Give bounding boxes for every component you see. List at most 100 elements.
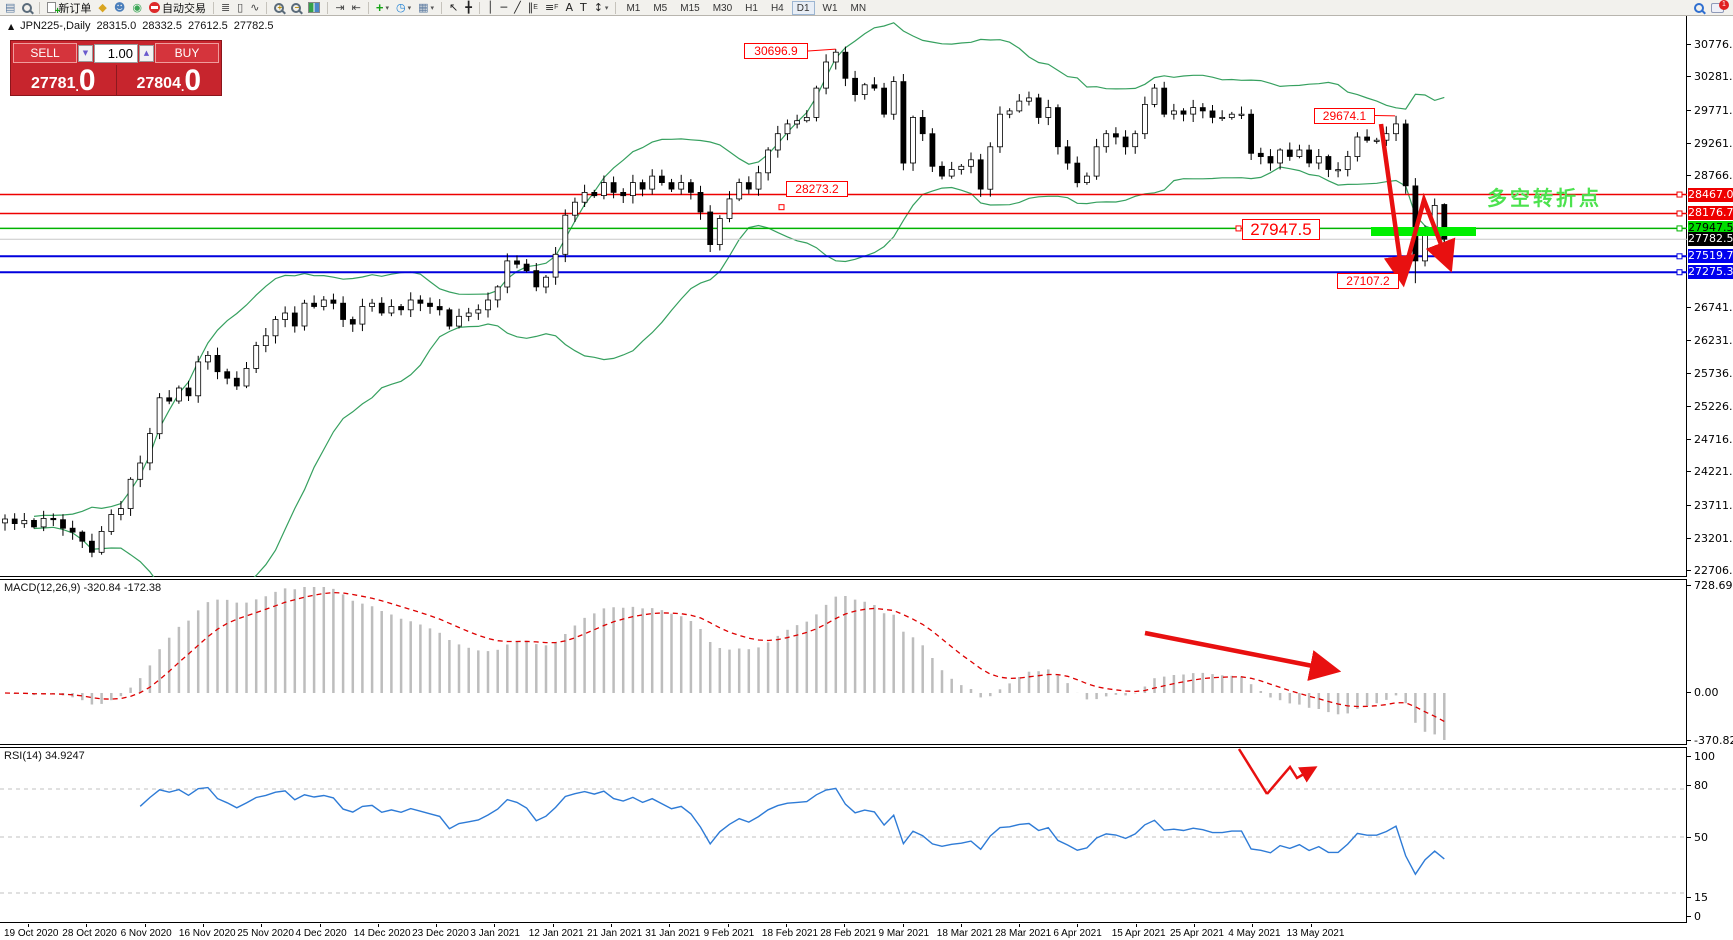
date-tick-mark [202, 924, 204, 927]
signals-icon[interactable]: ◉ [130, 0, 144, 15]
chart-header: ▲ JPN225-,Daily 28315.0 28332.5 27612.5 … [8, 20, 274, 32]
text-label-icon: T [579, 0, 587, 14]
price-tick-label: 26741.0 [1694, 301, 1733, 315]
indicators-icon[interactable]: + ▾ [375, 0, 389, 15]
volume-up-button[interactable]: ▲ [139, 44, 154, 62]
date-tick-mark [902, 924, 904, 927]
timeframe-button-d1[interactable]: D1 [791, 0, 815, 15]
price-tick-label: 25226.0 [1694, 399, 1733, 413]
buy-price[interactable]: 27804 . 0 [115, 65, 222, 96]
templates-icon[interactable]: ▦ ▾ [418, 0, 435, 14]
rsi-canvas[interactable] [0, 748, 1687, 922]
date-label: 23 Dec 2020 [412, 928, 469, 939]
cursor-icon[interactable]: ↖ [447, 0, 460, 15]
autotrade-button[interactable]: 自动交易 [147, 0, 208, 15]
main-chart-canvas[interactable] [0, 16, 1687, 577]
timeframe-button-m5[interactable]: M5 [653, 2, 668, 14]
annotation-key-level[interactable]: 27947.5 [1242, 219, 1320, 240]
horizontal-line-icon[interactable]: ─ [499, 0, 510, 15]
rsi-tick-label: 15 [1694, 891, 1708, 904]
timeframe-button-h1[interactable]: H1 [745, 2, 758, 14]
periods-icon: ◷ [396, 0, 406, 14]
price-axis[interactable]: 30776.0 30281.0 29771.0 29261.0 28766.0 26741… [1687, 16, 1733, 940]
arrows-icon[interactable]: ↕ ▾ [593, 0, 609, 14]
sell-button[interactable]: SELL [13, 43, 77, 63]
market-watch-icon[interactable] [20, 0, 34, 15]
vertical-line-icon[interactable]: │ [485, 0, 496, 15]
macd-canvas[interactable] [0, 580, 1687, 744]
text-label-icon[interactable]: T [578, 0, 589, 15]
red-trend-arrows[interactable] [1378, 123, 1456, 288]
volume-input[interactable]: 1.00 [94, 43, 138, 63]
price-tick-label: 30776.0 [1694, 38, 1733, 51]
fibonacci-icon[interactable]: ≡ F [544, 0, 559, 14]
periods-icon[interactable]: ◷ ▾ [396, 0, 412, 14]
date-label: 9 Mar 2021 [878, 928, 930, 939]
timeframe-button-m1[interactable]: M1 [626, 2, 641, 14]
date-axis[interactable]: 19 Oct 2020 28 Oct 2020 6 Nov 2020 16 Nov 2… [0, 924, 1687, 940]
price-line-badge-27947.5: 27947.5 [1688, 221, 1733, 236]
price-line-badge-27275.3: 27275.3 [1688, 265, 1733, 280]
annotation-pullback-level[interactable]: 28273.2 [786, 181, 848, 197]
annotation-turning-point-note[interactable]: 多空转折点 [1487, 188, 1602, 210]
timeframe-button-mn[interactable]: MN [850, 2, 867, 14]
collapse-icon[interactable]: ▲ [8, 21, 15, 31]
text-icon[interactable]: A [563, 0, 575, 15]
crosshair-icon[interactable]: ╋ [463, 0, 474, 15]
timeframe-button-h4[interactable]: H4 [770, 2, 784, 14]
zoom-out-icon[interactable]: − [289, 0, 303, 15]
new-order-button [47, 2, 60, 17]
timeframe-button-m15[interactable]: M15 [680, 2, 700, 14]
styler-icon[interactable]: ◆ [96, 0, 108, 15]
date-tick-mark [844, 924, 846, 927]
date-label: 4 Dec 2020 [295, 928, 347, 939]
annotation-peak-price[interactable]: 30696.9 [744, 43, 808, 59]
toolbar-separator [266, 1, 268, 14]
annotation-swing-high[interactable]: 29674.1 [1314, 108, 1375, 124]
macd-red-arrow[interactable] [1144, 630, 1342, 681]
price-line-badge-28467.0: 28467.0 [1688, 187, 1733, 202]
rsi-tick-mark [1687, 837, 1691, 838]
tile-windows-icon[interactable] [306, 0, 322, 15]
chat-icon[interactable]: 1 [1709, 0, 1730, 15]
signals-icon: ◉ [132, 0, 142, 14]
green-highlight-bar[interactable] [1371, 227, 1476, 236]
price-tick-label: 24221.0 [1694, 465, 1733, 479]
bar-chart-icon[interactable]: ≣ [219, 0, 232, 15]
timeframe-button-w1[interactable]: W1 [822, 2, 838, 14]
price-tick-label: 26231.0 [1694, 334, 1733, 348]
rsi-red-arrows[interactable] [1237, 748, 1318, 795]
sell-price[interactable]: 27781 . 0 [30, 64, 96, 97]
new-chart-icon: ▤ [5, 0, 16, 14]
profile-icon[interactable]: ☻ [112, 0, 127, 15]
price-tick-mark [1687, 439, 1691, 441]
price-tick-mark [1687, 504, 1691, 506]
new-chart-icon[interactable]: ▤ [3, 0, 17, 15]
line-chart-icon[interactable]: ∿ [248, 0, 261, 15]
zoom-in-icon[interactable]: + [272, 0, 286, 15]
price-tick-mark [1687, 570, 1691, 572]
price-tick-label: 24716.0 [1694, 433, 1733, 447]
buy-button[interactable]: BUY [155, 43, 219, 63]
date-tick-mark [727, 924, 729, 927]
date-tick-mark [1019, 924, 1021, 927]
macd-histogram [13, 587, 1446, 740]
timeframe-button-m30[interactable]: M30 [712, 2, 733, 14]
macd-tick-mark [1687, 740, 1691, 741]
annotation-swing-low[interactable]: 27107.2 [1337, 273, 1399, 289]
new-order-button[interactable]: 新订单 [45, 0, 93, 17]
equidistant-channel-icon[interactable]: ∥ E [527, 0, 538, 14]
price-tick-mark [1687, 175, 1691, 177]
price-line-badge-27519.7: 27519.7 [1688, 249, 1733, 264]
styler-icon: ◆ [98, 0, 107, 14]
auto-scroll-icon[interactable]: ⇥ [333, 0, 346, 15]
date-tick-mark [552, 924, 554, 927]
chart-shift-icon[interactable]: ⇤ [350, 0, 363, 15]
price-tick-mark [1687, 44, 1691, 45]
candlestick-chart-icon[interactable]: ▯ [235, 0, 245, 15]
search-icon[interactable] [1692, 0, 1706, 15]
volume-down-button[interactable]: ▼ [78, 44, 93, 62]
macd-tick-mark [1687, 585, 1691, 586]
date-tick-mark [144, 924, 146, 927]
trendline-icon[interactable]: ╱ [512, 0, 523, 15]
